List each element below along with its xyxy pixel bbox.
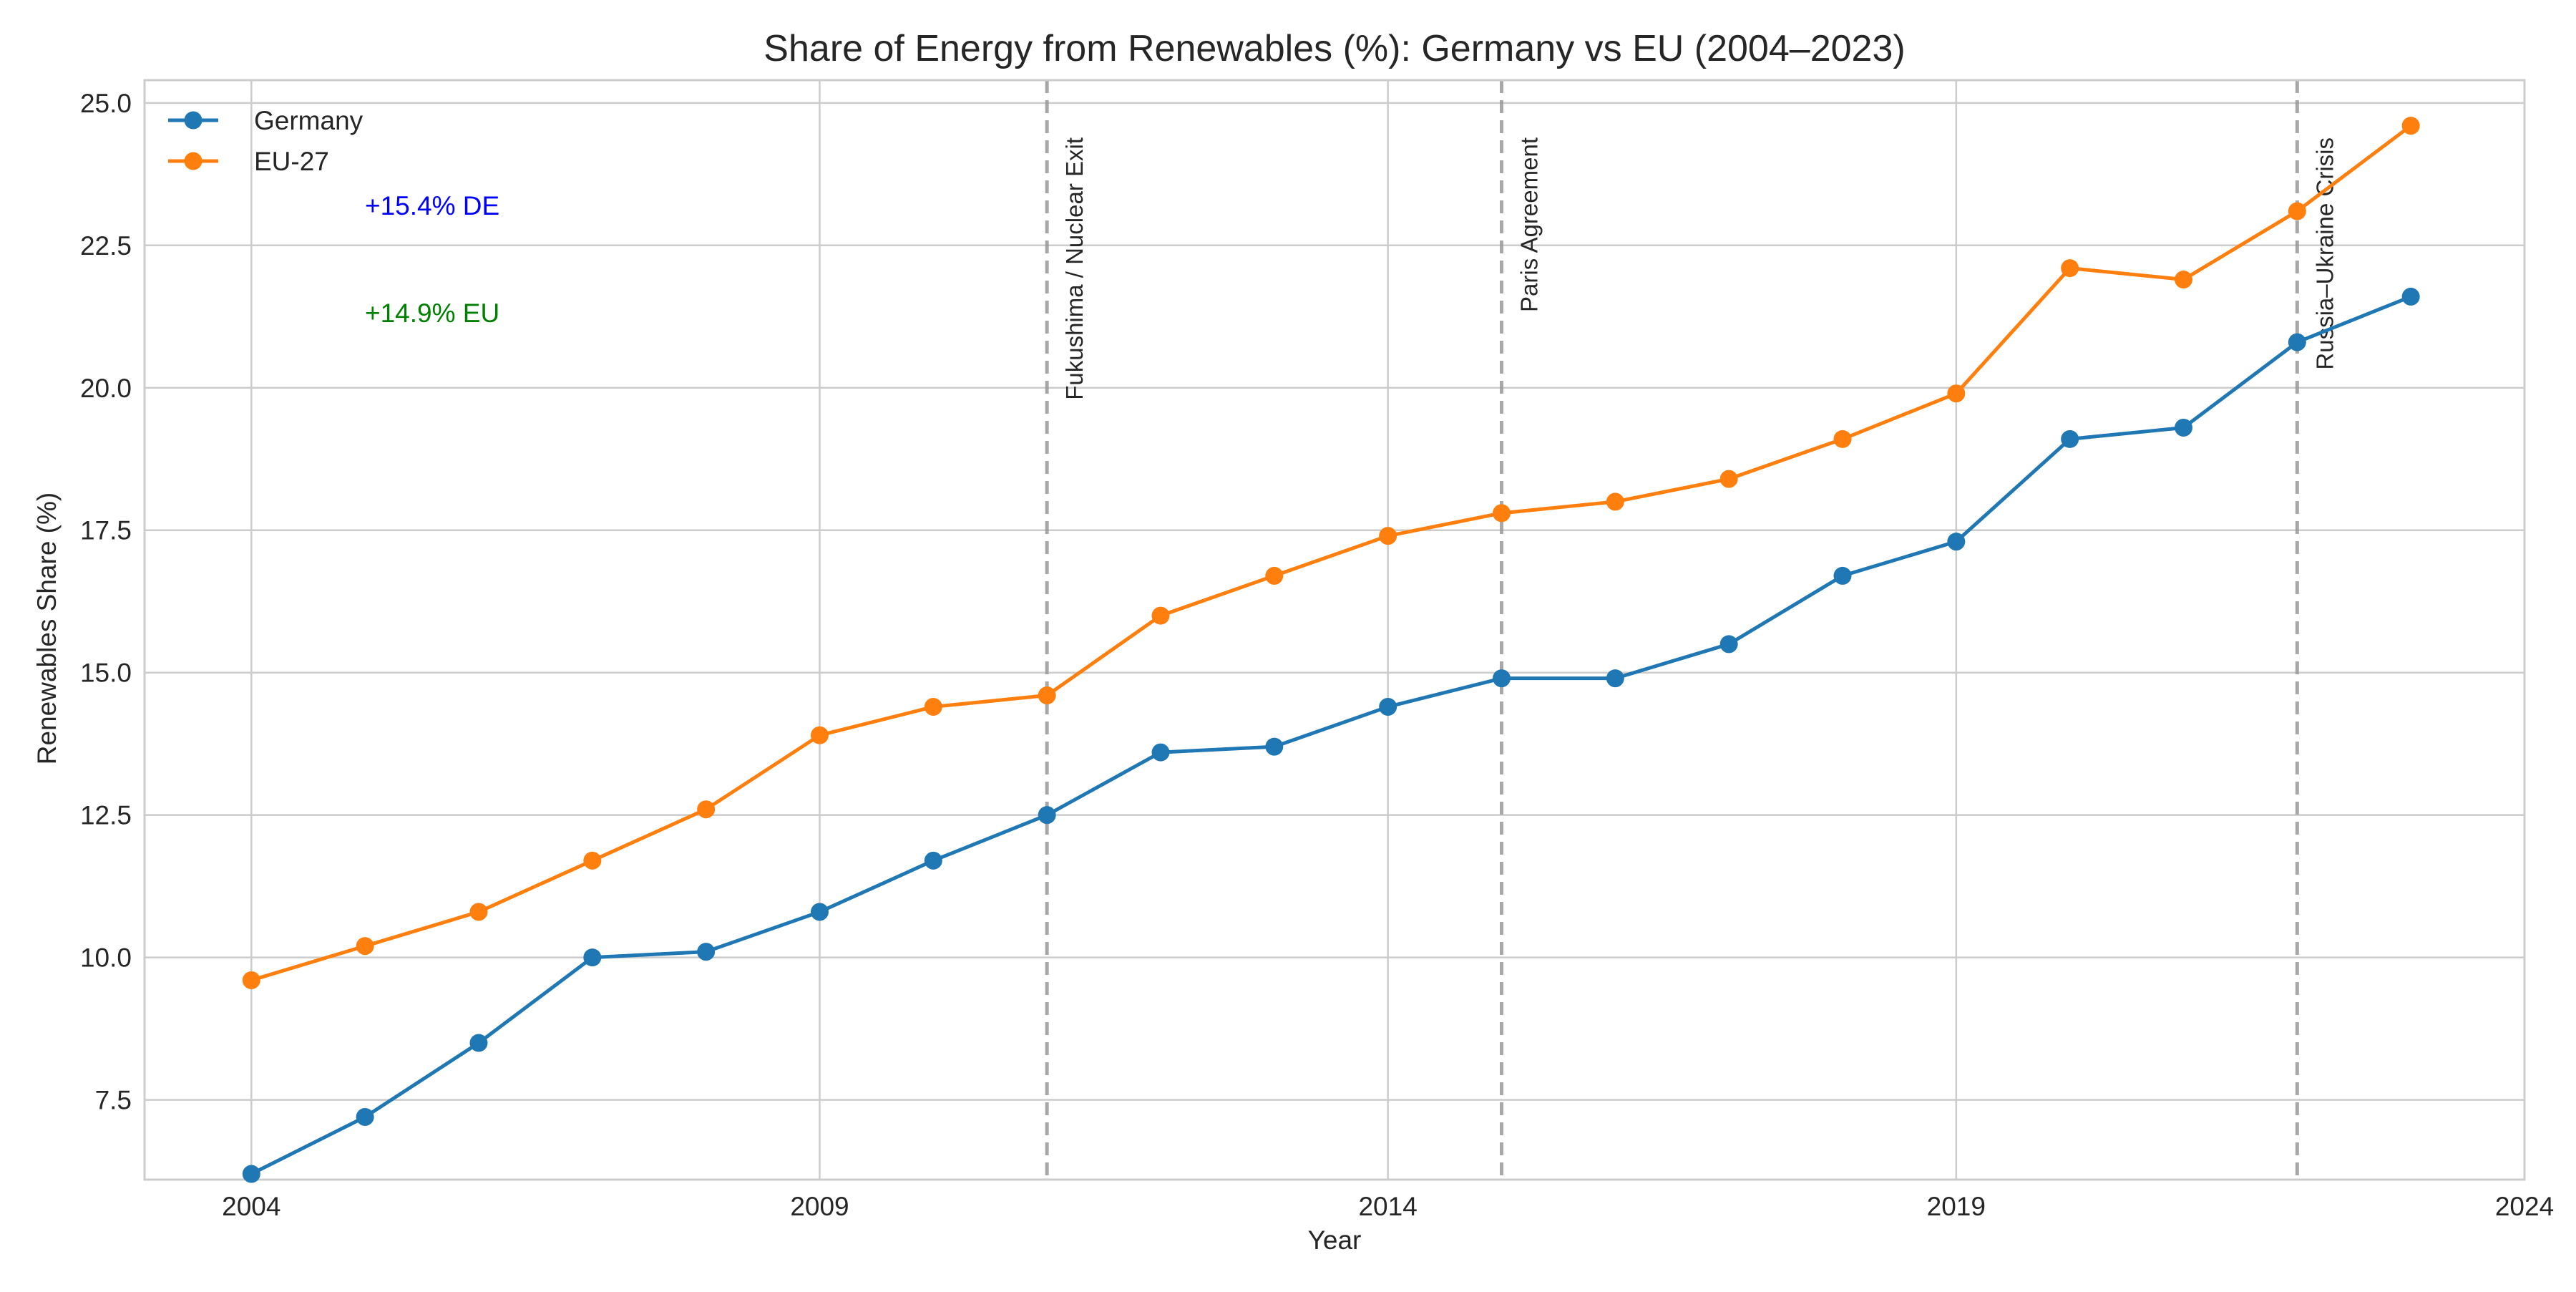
legend-label: Germany — [254, 106, 364, 135]
data-point-germany — [242, 1165, 260, 1183]
annotation-15-4-de: +15.4% DE — [365, 191, 499, 220]
series-lines — [242, 117, 2420, 1183]
data-point-germany — [1379, 697, 1397, 716]
x-tick-label: 2004 — [222, 1192, 280, 1221]
tick-labels: 2004 2009 2014 2019 2024 7.5 10.0 12.5 15.0 17.5 2… — [80, 89, 2554, 1221]
data-point-germany — [1947, 533, 1966, 551]
data-point-eu-27 — [1492, 504, 1511, 523]
data-point-eu-27 — [2061, 259, 2079, 278]
data-point-germany — [1038, 806, 1056, 825]
data-point-germany — [1265, 737, 1284, 756]
data-point-germany — [1833, 566, 1852, 585]
x-tick-label: 2019 — [1927, 1192, 1986, 1221]
plot-frame — [143, 79, 2526, 1181]
event-markers: Fukushima / Nuclear Exit Paris Agreement R… — [1045, 80, 2338, 1180]
x-tick-label: 2009 — [790, 1192, 849, 1221]
grid-lines — [145, 80, 2526, 1180]
data-point-eu-27 — [2174, 271, 2192, 289]
data-point-germany — [583, 948, 602, 967]
chart-title: Share of Energy from Renewables (%): Ger… — [763, 28, 1905, 69]
series-eu-27 — [242, 117, 2420, 989]
y-axis-label: Renewables Share (%) — [32, 492, 62, 764]
data-point-germany — [1492, 669, 1511, 688]
y-tick-label: 7.5 — [95, 1086, 132, 1115]
series-line-eu-27 — [250, 124, 2412, 982]
y-tick-label: 20.0 — [80, 374, 132, 403]
data-point-germany — [2401, 287, 2420, 306]
data-point-eu-27 — [697, 800, 716, 819]
data-point-germany — [924, 851, 942, 870]
legend-label: EU-27 — [254, 147, 329, 176]
annotation-14-9-eu: +14.9% EU — [365, 298, 499, 328]
y-tick-label: 17.5 — [80, 516, 132, 545]
data-point-eu-27 — [356, 937, 374, 956]
data-point-eu-27 — [924, 697, 942, 716]
x-axis-label: Year — [1308, 1225, 1362, 1255]
y-tick-label: 25.0 — [80, 89, 132, 118]
data-point-germany — [356, 1107, 374, 1126]
data-point-eu-27 — [1833, 429, 1852, 448]
series-line-germany — [250, 295, 2412, 1176]
data-point-eu-27 — [1719, 470, 1738, 488]
data-point-germany — [1606, 669, 1624, 688]
annotations: +15.4% DE +14.9% EU — [365, 191, 499, 328]
data-point-germany — [1151, 743, 1170, 762]
data-point-germany — [2061, 429, 2079, 448]
legend-marker — [184, 111, 203, 130]
x-tick-label: 2014 — [1358, 1192, 1417, 1221]
data-point-germany — [1719, 635, 1738, 654]
data-point-germany — [2174, 418, 2192, 437]
data-point-germany — [2288, 333, 2306, 351]
y-tick-label: 10.0 — [80, 943, 132, 973]
data-point-eu-27 — [1379, 527, 1397, 545]
data-point-eu-27 — [1947, 384, 1966, 403]
data-point-eu-27 — [583, 851, 602, 870]
data-point-eu-27 — [1038, 686, 1056, 705]
legend: Germany EU-27 — [168, 106, 364, 176]
data-point-germany — [697, 943, 716, 961]
y-tick-label: 12.5 — [80, 801, 132, 830]
data-point-eu-27 — [1151, 606, 1170, 625]
data-point-eu-27 — [242, 971, 260, 989]
data-point-eu-27 — [1265, 566, 1284, 585]
data-point-eu-27 — [1606, 492, 1624, 511]
data-point-germany — [469, 1034, 488, 1052]
data-point-eu-27 — [2288, 202, 2306, 220]
legend-item-germany: Germany — [168, 106, 364, 135]
event-label-paris-agreement: Paris Agreement — [1516, 137, 1542, 312]
event-label-fukushima-nuclear-exit: Fukushima / Nuclear Exit — [1061, 137, 1088, 400]
y-tick-label: 15.0 — [80, 659, 132, 688]
x-tick-label: 2024 — [2495, 1192, 2554, 1221]
series-germany — [242, 287, 2420, 1183]
data-point-eu-27 — [469, 903, 488, 921]
legend-item-eu-27: EU-27 — [168, 147, 329, 176]
legend-marker — [184, 152, 203, 170]
data-point-germany — [810, 903, 829, 921]
data-point-eu-27 — [810, 726, 829, 744]
data-point-eu-27 — [2401, 117, 2420, 135]
y-tick-label: 22.5 — [80, 231, 132, 261]
